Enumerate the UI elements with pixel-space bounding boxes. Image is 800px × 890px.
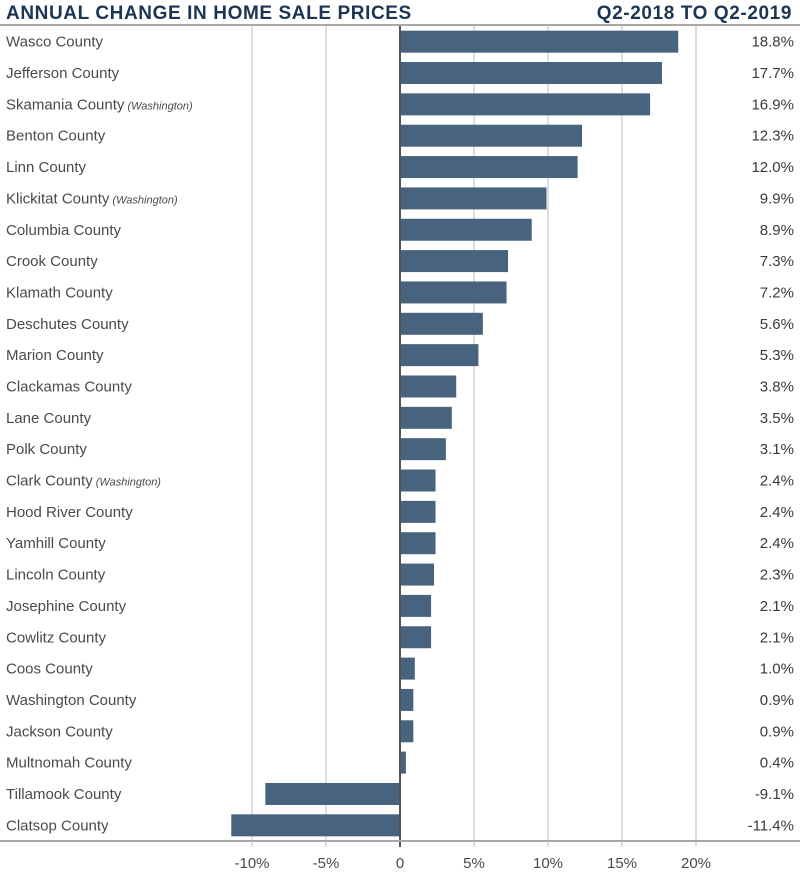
category-label: Marion County	[6, 347, 104, 364]
category-label: Cowlitz County	[6, 629, 107, 646]
bar	[400, 250, 509, 273]
bar	[400, 657, 415, 680]
bar	[400, 124, 583, 147]
value-label: 18.8%	[751, 34, 794, 51]
value-label: 7.3%	[760, 253, 794, 270]
category-label: Columbia County	[6, 222, 122, 239]
bar	[400, 218, 532, 241]
value-label: 5.6%	[760, 316, 794, 333]
value-label: 16.9%	[751, 96, 794, 113]
category-label: Deschutes County	[6, 316, 129, 333]
category-label: Multnomah County	[6, 755, 132, 772]
value-label: 3.8%	[760, 378, 794, 395]
category-label: Coos County	[6, 661, 93, 678]
bar	[400, 93, 651, 116]
value-label: 8.9%	[760, 222, 794, 239]
x-tick-label: 5%	[463, 855, 485, 872]
bar	[400, 500, 436, 523]
x-tick-label: -10%	[234, 855, 269, 872]
bar	[400, 62, 662, 85]
category-label: Yamhill County	[6, 535, 106, 552]
value-label: 3.5%	[760, 410, 794, 427]
value-label: 2.4%	[760, 473, 794, 490]
bar	[400, 281, 507, 304]
value-label: 9.9%	[760, 190, 794, 207]
value-label: 7.2%	[760, 284, 794, 301]
bar	[400, 469, 436, 492]
value-label: 1.0%	[760, 661, 794, 678]
bar	[400, 156, 578, 179]
category-label: Benton County	[6, 128, 106, 145]
bar	[400, 563, 435, 586]
value-label: 12.3%	[751, 128, 794, 145]
value-label: 2.1%	[760, 598, 794, 615]
category-label: Klickitat County (Washington)	[6, 190, 178, 207]
bar	[400, 438, 446, 461]
value-label: -11.4%	[748, 817, 794, 834]
value-label: 2.4%	[760, 535, 794, 552]
x-tick-label: -5%	[313, 855, 340, 872]
bar	[231, 814, 400, 837]
value-label: 0.4%	[760, 755, 794, 772]
bar	[400, 187, 547, 210]
bar	[400, 720, 414, 743]
bar	[400, 594, 432, 617]
bar	[400, 344, 479, 367]
category-label: Lane County	[6, 410, 92, 427]
bar	[400, 30, 679, 53]
value-label: 2.3%	[760, 567, 794, 584]
value-label: 5.3%	[760, 347, 794, 364]
category-label: Klamath County	[6, 284, 113, 301]
value-label: 0.9%	[760, 723, 794, 740]
category-label: Clackamas County	[6, 378, 132, 395]
value-label: 3.1%	[760, 441, 794, 458]
bar	[400, 626, 432, 649]
category-label: Clark County (Washington)	[6, 473, 161, 490]
category-label: Washington County	[6, 692, 137, 709]
x-tick-label: 0	[396, 855, 404, 872]
category-label: Lincoln County	[6, 567, 106, 584]
value-label: 2.4%	[760, 504, 794, 521]
bar	[400, 751, 406, 774]
bar	[265, 782, 400, 805]
value-label: -9.1%	[755, 786, 794, 803]
category-label: Skamania County (Washington)	[6, 96, 193, 113]
category-label: Clatsop County	[6, 817, 109, 834]
bar	[400, 688, 414, 711]
category-label: Polk County	[6, 441, 87, 458]
x-tick-label: 20%	[681, 855, 711, 872]
value-label: 2.1%	[760, 629, 794, 646]
chart-subtitle: Q2-2018 TO Q2-2019	[596, 3, 792, 24]
bar	[400, 406, 452, 429]
category-note: (Washington)	[124, 100, 193, 112]
category-label: Jefferson County	[6, 65, 120, 82]
category-label: Linn County	[6, 159, 87, 176]
chart-title: ANNUAL CHANGE IN HOME SALE PRICES	[6, 3, 412, 24]
category-note: (Washington)	[109, 194, 178, 206]
category-label: Tillamook County	[6, 786, 122, 803]
value-label: 0.9%	[760, 692, 794, 709]
bar	[400, 375, 457, 398]
category-note: (Washington)	[93, 477, 162, 489]
bar	[400, 312, 483, 335]
category-label: Jackson County	[6, 723, 113, 740]
bar	[400, 532, 436, 555]
category-label: Crook County	[6, 253, 98, 270]
x-tick-label: 15%	[607, 855, 637, 872]
x-tick-label: 10%	[533, 855, 563, 872]
value-label: 12.0%	[751, 159, 794, 176]
category-label: Wasco County	[6, 34, 103, 51]
category-label: Hood River County	[6, 504, 133, 521]
value-label: 17.7%	[751, 65, 794, 82]
category-label: Josephine County	[6, 598, 127, 615]
